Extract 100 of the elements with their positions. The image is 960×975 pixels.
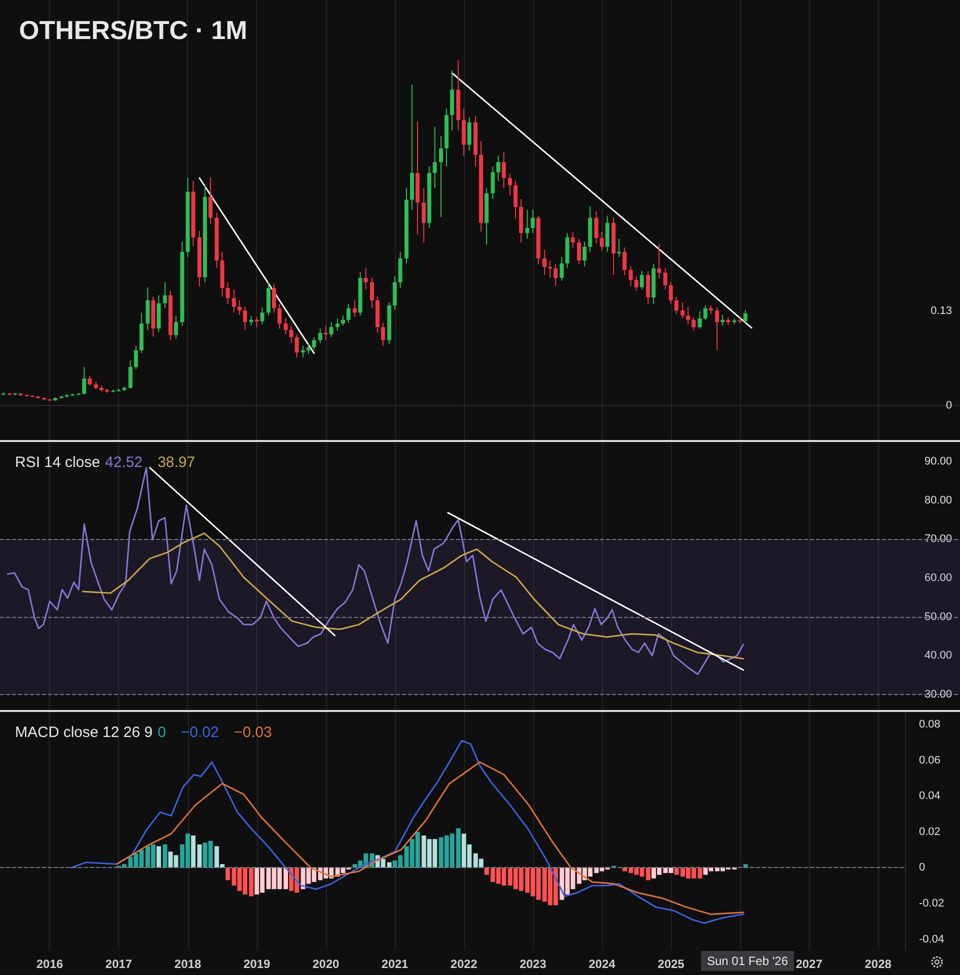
candlestick [674, 296, 678, 315]
series-label: 42.52 [105, 454, 143, 471]
candlestick [237, 300, 242, 316]
candlestick [554, 264, 558, 286]
text: −0.03 [234, 724, 272, 741]
candlestick [340, 315, 346, 326]
bar [191, 835, 196, 868]
candlestick [663, 267, 668, 290]
candlestick [467, 116, 472, 152]
candlestick [318, 328, 322, 344]
candlestick [329, 322, 334, 338]
candlestick [364, 267, 368, 290]
bar [226, 868, 230, 880]
candlestick [82, 366, 86, 395]
candlestick [514, 180, 518, 220]
x-tick-label: 2017 [105, 957, 132, 971]
x-tick-label: 2016 [36, 957, 64, 971]
candlestick [146, 286, 150, 330]
y-tick-label: 0.13 [930, 305, 952, 318]
y-tick-label: 40.00 [924, 650, 952, 662]
candlestick [352, 300, 357, 318]
candlestick [720, 314, 725, 326]
candlestick [88, 375, 92, 386]
candlestick [392, 276, 397, 310]
y-tick-label: 0 [946, 399, 952, 412]
candlestick [381, 322, 386, 346]
candlestick [346, 303, 351, 324]
x-tick-label: 2022 [450, 957, 478, 971]
series-label: −0.02 [180, 724, 219, 741]
candlestick [432, 126, 437, 189]
candlestick [438, 136, 444, 218]
text: 38.97 [158, 454, 196, 471]
y-tick-label: 0.02 [919, 826, 940, 838]
candlestick [600, 231, 604, 251]
text: RSI 14 close [15, 454, 100, 471]
x-tick-label: 2023 [520, 957, 547, 971]
y-tick-label: -0.04 [919, 933, 944, 946]
candlestick [294, 334, 299, 358]
y-tick-label: 0.08 [919, 718, 940, 731]
y-tick-label: 80.00 [924, 494, 952, 506]
candlestick [525, 209, 530, 240]
candlestick [605, 215, 610, 252]
y-tick-label: 50.00 [924, 610, 952, 623]
candlestick [686, 306, 690, 325]
candlestick [162, 282, 167, 309]
line-series [82, 532, 744, 660]
candlestick [335, 318, 340, 332]
x-tick-label: 2028 [864, 957, 892, 971]
candlestick [242, 306, 248, 330]
bar [646, 868, 650, 880]
bar [162, 844, 168, 868]
candlestick [646, 270, 650, 304]
bar [197, 844, 202, 868]
x-tick-label: 2019 [243, 957, 270, 971]
x-tick-label: 2020 [312, 957, 340, 971]
candlestick [370, 277, 374, 309]
candlestick [640, 270, 644, 290]
candlestick [634, 276, 638, 292]
candlestick [272, 283, 276, 314]
candlestick [692, 316, 696, 332]
candlestick [324, 325, 328, 341]
candlestick [134, 345, 138, 370]
candlestick [490, 166, 495, 200]
candlestick [284, 318, 288, 335]
candlestick [743, 309, 748, 324]
candlestick [232, 288, 236, 314]
x-tick-label: 2025 [658, 957, 685, 971]
candlestick [306, 343, 311, 354]
candlestick [622, 247, 627, 276]
candlestick [668, 282, 673, 304]
bar [156, 846, 162, 868]
candlestick [422, 188, 426, 243]
candlestick [249, 315, 254, 326]
candlestick [496, 155, 500, 182]
text: MACD close 12 26 9 [15, 724, 153, 741]
y-tick-label: -0.02 [919, 897, 944, 910]
candlestick [174, 315, 178, 340]
text: Sun 01 Feb '26 [706, 954, 788, 968]
candlestick [577, 238, 582, 265]
text: 0 [158, 724, 166, 741]
candlestick [560, 256, 564, 282]
candlestick [698, 310, 702, 330]
candlestick [680, 302, 685, 319]
y-tick-label: 90.00 [924, 455, 952, 468]
candlestick [508, 173, 512, 196]
candlestick [548, 260, 552, 278]
line-series [70, 740, 744, 924]
candlestick [300, 345, 305, 358]
candlestick [254, 316, 259, 328]
line-series [116, 761, 744, 915]
candlestick [128, 360, 132, 390]
text: OTHERS/BTC · 1M [19, 15, 248, 45]
candlestick [715, 307, 720, 351]
y-tick-label: 0.06 [919, 754, 940, 766]
candlestick [542, 249, 547, 276]
candlestick [530, 209, 535, 234]
candlestick [582, 241, 587, 267]
candlestick [208, 176, 213, 225]
candlestick [260, 307, 264, 325]
x-tick-label: 2021 [382, 957, 409, 971]
